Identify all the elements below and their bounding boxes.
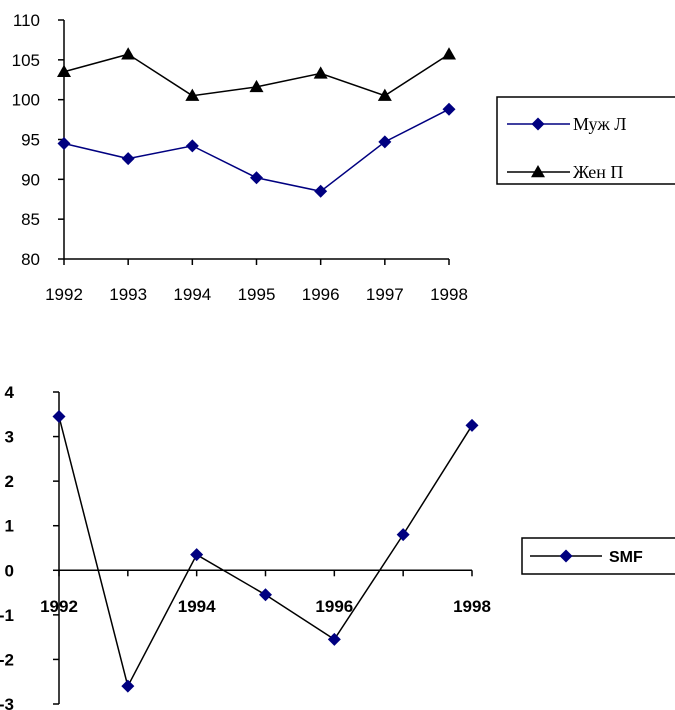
y-tick-label: 1 bbox=[5, 517, 14, 536]
y-tick-label: 80 bbox=[21, 250, 40, 269]
data-point bbox=[190, 548, 204, 562]
chart-1: 80 85 90 95 100 105 110 1992 1993 1994 1995 1996 199… bbox=[12, 11, 675, 304]
data-point bbox=[250, 171, 263, 185]
legend-label: Жен П bbox=[573, 162, 623, 182]
data-point bbox=[465, 418, 479, 432]
y-tick-label: 0 bbox=[5, 561, 14, 580]
x-tick-label: 1992 bbox=[40, 597, 78, 616]
y-tick-label: 3 bbox=[5, 428, 14, 447]
data-point bbox=[57, 136, 71, 150]
x-tick-label: 1993 bbox=[109, 285, 147, 304]
data-point bbox=[121, 47, 136, 60]
y-tick-label: 100 bbox=[12, 91, 40, 110]
data-point bbox=[396, 528, 410, 542]
y-tick-label: 2 bbox=[5, 472, 14, 491]
x-tick-label: 1994 bbox=[178, 597, 216, 616]
legend-marker bbox=[559, 549, 573, 563]
y-tick-label: 4 bbox=[5, 383, 15, 402]
data-point bbox=[121, 679, 135, 693]
x-tick-label: 1992 bbox=[45, 285, 83, 304]
data-point bbox=[185, 139, 199, 153]
data-point bbox=[377, 88, 392, 101]
legend-marker bbox=[531, 165, 545, 178]
x-tick-label: 1995 bbox=[238, 285, 276, 304]
y-tick-label: 85 bbox=[21, 210, 40, 229]
y-tick-label: -3 bbox=[0, 695, 14, 710]
data-point bbox=[249, 79, 264, 93]
y-tick-label: -2 bbox=[0, 650, 14, 669]
y-tick-label: 90 bbox=[21, 170, 40, 189]
x-tick-label: 1998 bbox=[453, 597, 491, 616]
data-point bbox=[121, 152, 135, 166]
legend-label: Муж Л bbox=[573, 114, 626, 134]
data-point bbox=[327, 632, 341, 646]
x-tick-label: 1997 bbox=[366, 285, 404, 304]
data-point bbox=[378, 135, 392, 149]
data-point bbox=[52, 410, 66, 424]
data-point bbox=[313, 66, 328, 79]
legend-box bbox=[496, 96, 675, 185]
data-point bbox=[259, 588, 272, 602]
data-point bbox=[314, 184, 328, 198]
y-tick-label: -1 bbox=[0, 606, 14, 625]
legend-marker bbox=[531, 117, 545, 131]
data-point bbox=[442, 47, 456, 60]
x-tick-label: 1996 bbox=[302, 285, 340, 304]
chart-2: -3 -2 -1 0 1 2 3 4 1992 1994 1996 1998 SMF bbox=[0, 383, 675, 710]
y-tick-label: 110 bbox=[13, 11, 40, 30]
y-tick-label: 95 bbox=[21, 131, 40, 150]
data-point bbox=[57, 64, 71, 78]
x-tick-label: 1998 bbox=[430, 285, 468, 304]
series-line-1 bbox=[58, 416, 473, 689]
x-tick-label: 1996 bbox=[315, 597, 353, 616]
legend-label: SMF bbox=[609, 549, 643, 566]
y-tick-label: 105 bbox=[12, 51, 40, 70]
data-point bbox=[442, 102, 456, 116]
x-tick-label: 1994 bbox=[173, 285, 211, 304]
data-point bbox=[185, 88, 200, 101]
